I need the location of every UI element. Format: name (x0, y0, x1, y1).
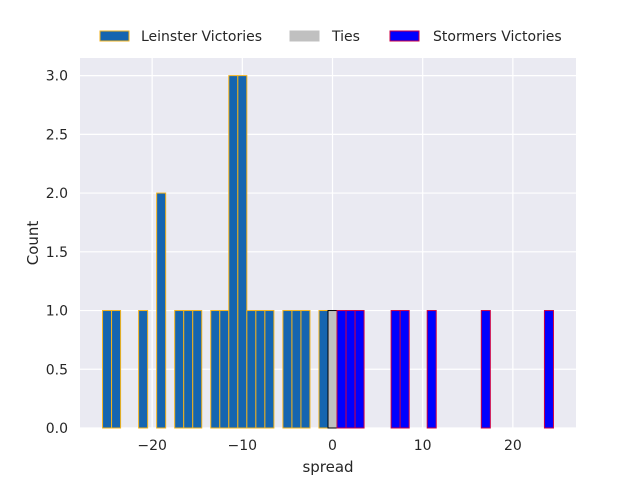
bar (237, 75, 248, 429)
legend-swatch (389, 30, 420, 42)
bar (327, 310, 338, 429)
x-tick-label: 20 (504, 438, 522, 454)
y-tick-label: 0.0 (46, 421, 68, 437)
bar (399, 310, 410, 429)
legend-label: Stormers Victories (433, 29, 562, 45)
bar (246, 310, 257, 429)
y-axis-title: Count (24, 221, 42, 266)
x-tick-label: 0 (328, 438, 337, 454)
bar (111, 310, 122, 429)
bar (318, 310, 329, 429)
y-tick-label: 1.5 (46, 245, 68, 261)
bar (264, 310, 275, 429)
x-tick-label: −20 (137, 438, 167, 454)
y-tick-label: 3.0 (46, 69, 68, 85)
y-tick-label: 0.5 (46, 362, 68, 378)
bar (291, 310, 302, 429)
bar (336, 310, 347, 429)
bar (183, 310, 194, 429)
legend-label: Ties (331, 29, 360, 45)
x-tick-label: 10 (414, 438, 432, 454)
bar (174, 310, 185, 429)
bar (282, 310, 293, 429)
bars (102, 75, 554, 429)
bar (345, 310, 356, 429)
y-tick-labels: 0.0 0.5 1.0 1.5 2.0 2.5 3.0 (46, 69, 68, 437)
legend-swatch (289, 30, 320, 42)
bar (480, 310, 491, 429)
y-tick-label: 2.0 (46, 186, 68, 202)
bar (138, 310, 149, 429)
bar (102, 310, 113, 429)
bar (543, 310, 554, 429)
x-tick-labels: −20 −10 0 10 20 (137, 438, 521, 454)
y-tick-label: 1.0 (46, 304, 68, 320)
bar (354, 310, 365, 429)
legend-label: Leinster Victories (141, 29, 262, 45)
y-tick-label: 2.5 (46, 127, 68, 143)
bar (390, 310, 401, 429)
bar (300, 310, 311, 429)
bar (426, 310, 437, 429)
x-tick-label: −10 (228, 438, 258, 454)
bar (255, 310, 266, 429)
bar (219, 310, 230, 429)
bar (192, 310, 203, 429)
x-axis-title: spread (302, 458, 353, 476)
bar (228, 75, 239, 429)
bar (210, 310, 221, 429)
legend: Leinster Victories Ties Stormers Victories (99, 29, 562, 45)
legend-swatch (99, 30, 130, 42)
bar (156, 192, 167, 429)
